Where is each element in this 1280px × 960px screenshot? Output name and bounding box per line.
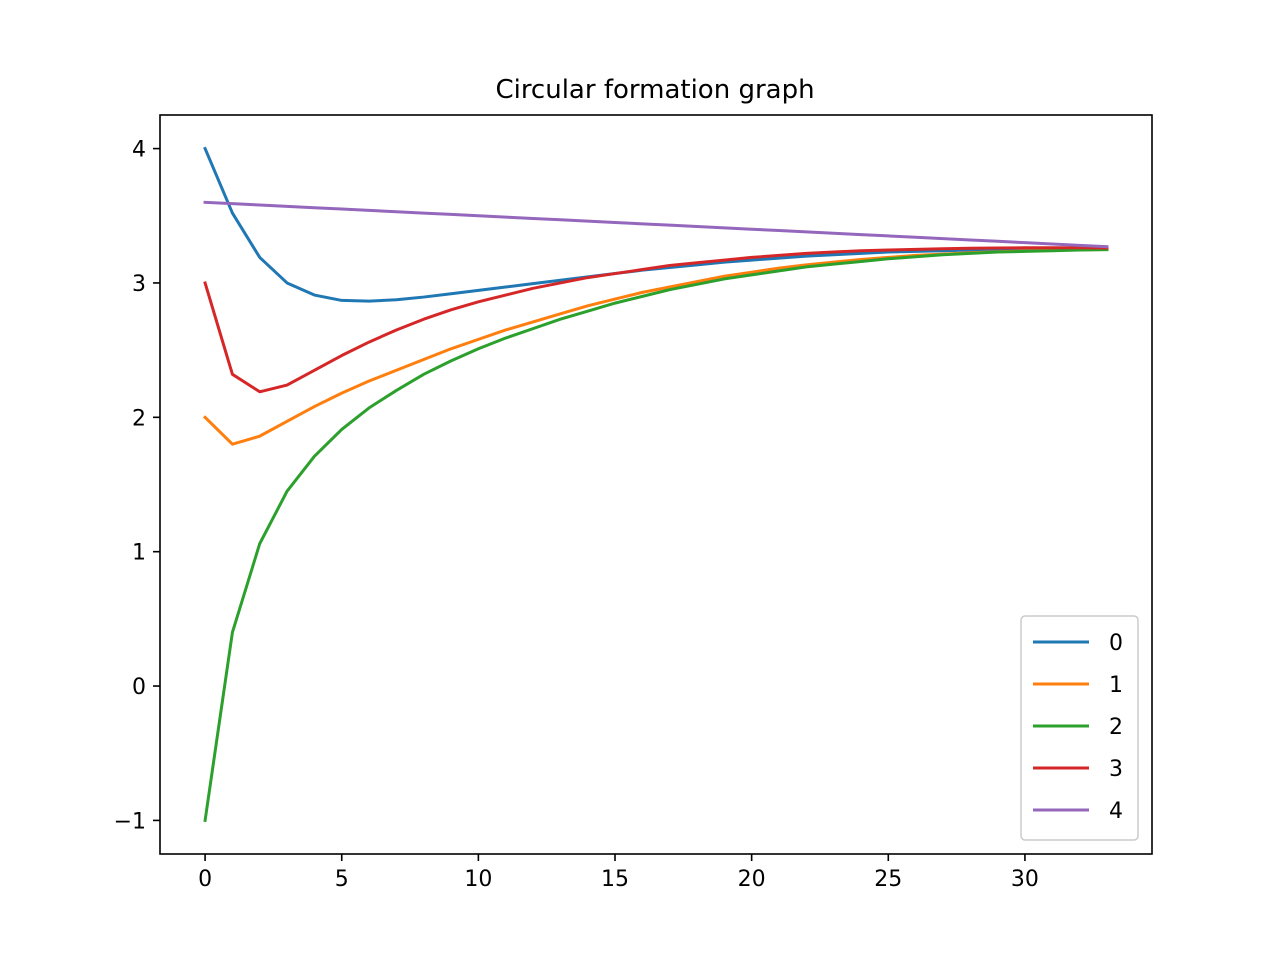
y-tick-label: 1 <box>132 541 146 566</box>
legend-label-2: 2 <box>1109 715 1123 740</box>
series-line-2 <box>203 248 1109 823</box>
legend-label-4: 4 <box>1109 799 1123 824</box>
y-tick-label: 3 <box>132 272 146 297</box>
y-tick-label: −1 <box>114 809 146 834</box>
x-tick-label: 30 <box>1011 867 1039 892</box>
x-tick-label: 20 <box>738 867 766 892</box>
x-tick-label: 0 <box>198 867 212 892</box>
x-tick-label: 10 <box>464 867 492 892</box>
series-line-4 <box>203 200 1109 249</box>
chart-title: Circular formation graph <box>495 75 814 105</box>
x-tick-label: 5 <box>335 867 349 892</box>
x-tick-label: 15 <box>601 867 629 892</box>
legend-box <box>1020 615 1139 841</box>
legend-label-0: 0 <box>1109 631 1123 656</box>
legend-label-1: 1 <box>1109 673 1123 698</box>
y-tick-label: 4 <box>132 138 146 163</box>
axes-frame <box>159 114 1153 855</box>
y-tick-label: 2 <box>132 406 146 431</box>
x-tick-label: 25 <box>874 867 902 892</box>
legend-label-3: 3 <box>1109 757 1123 782</box>
series-line-3 <box>203 246 1109 394</box>
y-tick-label: 0 <box>132 675 146 700</box>
legend: 0 1 2 3 4 <box>1020 615 1139 841</box>
